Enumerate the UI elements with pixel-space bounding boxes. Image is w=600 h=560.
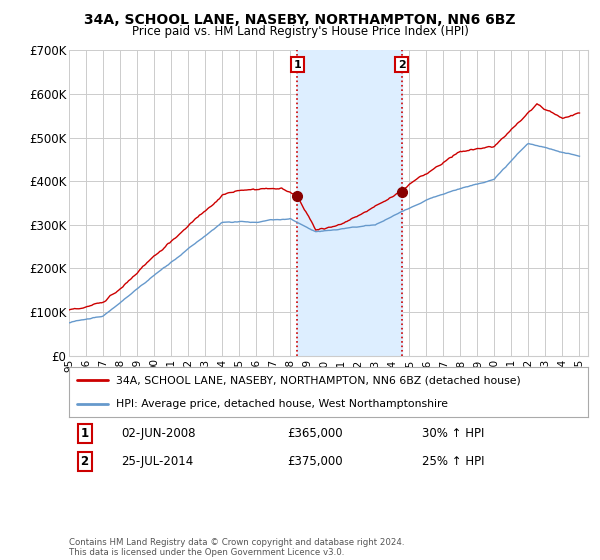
Text: HPI: Average price, detached house, West Northamptonshire: HPI: Average price, detached house, West… <box>116 399 448 409</box>
Text: 34A, SCHOOL LANE, NASEBY, NORTHAMPTON, NN6 6BZ: 34A, SCHOOL LANE, NASEBY, NORTHAMPTON, N… <box>84 13 516 27</box>
Text: 34A, SCHOOL LANE, NASEBY, NORTHAMPTON, NN6 6BZ (detached house): 34A, SCHOOL LANE, NASEBY, NORTHAMPTON, N… <box>116 375 520 385</box>
Text: 1: 1 <box>293 59 301 69</box>
Text: 02-JUN-2008: 02-JUN-2008 <box>121 427 196 440</box>
Text: 1: 1 <box>80 427 89 440</box>
Text: 2: 2 <box>398 59 406 69</box>
Text: Contains HM Land Registry data © Crown copyright and database right 2024.
This d: Contains HM Land Registry data © Crown c… <box>69 538 404 557</box>
Text: 25-JUL-2014: 25-JUL-2014 <box>121 455 193 468</box>
Text: 30% ↑ HPI: 30% ↑ HPI <box>422 427 484 440</box>
Text: 25% ↑ HPI: 25% ↑ HPI <box>422 455 484 468</box>
Text: £375,000: £375,000 <box>287 455 343 468</box>
Text: Price paid vs. HM Land Registry's House Price Index (HPI): Price paid vs. HM Land Registry's House … <box>131 25 469 38</box>
Bar <box>298 50 402 356</box>
Text: 2: 2 <box>80 455 89 468</box>
Text: £365,000: £365,000 <box>287 427 343 440</box>
